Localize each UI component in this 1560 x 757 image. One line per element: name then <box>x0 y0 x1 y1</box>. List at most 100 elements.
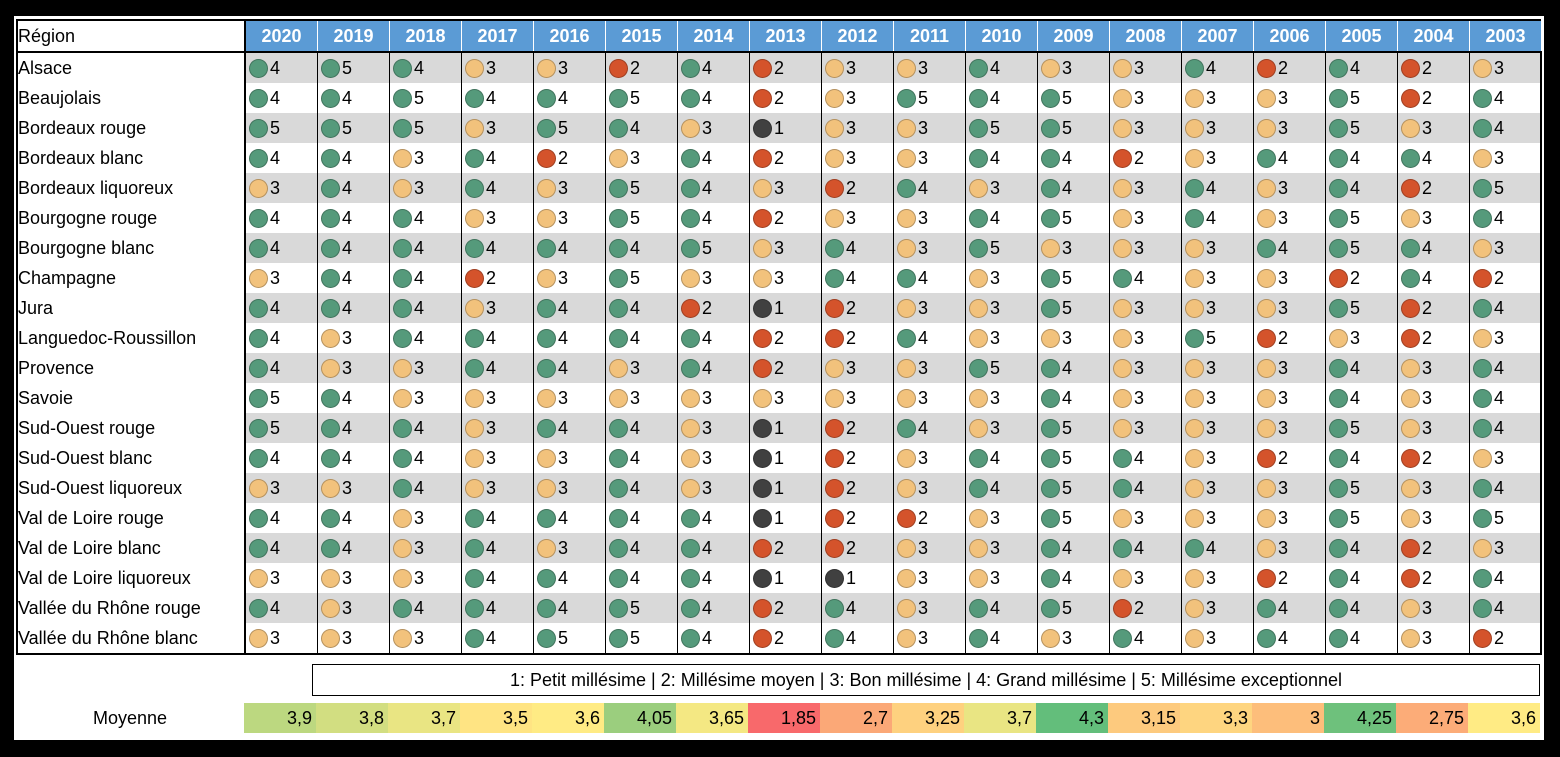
rating-circle-icon <box>1257 58 1276 78</box>
rating-value: 4 <box>342 387 353 408</box>
rating-circle-icon <box>1185 448 1204 468</box>
rating-value: 4 <box>1494 567 1505 588</box>
rating-value: 4 <box>1278 237 1289 258</box>
rating-cell: 5 <box>317 113 390 143</box>
rating-cell: 3 <box>893 473 966 503</box>
rating-value: 3 <box>1206 567 1217 588</box>
rating-circle-icon <box>537 118 556 138</box>
rating-value: 4 <box>270 447 281 468</box>
rating-circle-icon <box>1401 358 1420 378</box>
rating-value: 5 <box>414 87 425 108</box>
rating-value: 4 <box>270 87 281 108</box>
rating-circle-icon <box>1257 598 1276 618</box>
rating-cell: 3 <box>893 52 966 83</box>
rating-value: 4 <box>1494 417 1505 438</box>
rating-value: 4 <box>414 597 425 618</box>
rating-value: 4 <box>1062 147 1073 168</box>
rating-cell: 4 <box>1469 83 1542 113</box>
average-value: 3,25 <box>892 703 964 733</box>
rating-cell: 4 <box>244 353 318 383</box>
rating-value: 5 <box>1350 207 1361 228</box>
rating-circle-icon <box>465 58 484 78</box>
rating-circle-icon <box>393 208 412 228</box>
rating-value: 4 <box>1422 267 1433 288</box>
rating-cell: 4 <box>533 503 606 533</box>
rating-cell: 4 <box>317 143 390 173</box>
rating-circle-icon <box>393 238 412 258</box>
rating-value: 4 <box>1494 87 1505 108</box>
rating-value: 4 <box>270 237 281 258</box>
rating-value: 4 <box>1494 117 1505 138</box>
region-name: Val de Loire liquoreux <box>16 563 246 593</box>
rating-cell: 4 <box>389 52 462 83</box>
rating-value: 3 <box>1206 357 1217 378</box>
rating-cell: 3 <box>677 383 750 413</box>
rating-value: 4 <box>486 537 497 558</box>
rating-circle-icon <box>681 568 700 588</box>
rating-circle-icon <box>897 238 916 258</box>
rating-circle-icon <box>1113 88 1132 108</box>
rating-value: 3 <box>270 477 281 498</box>
rating-value: 3 <box>486 387 497 408</box>
rating-cell: 4 <box>1469 413 1542 443</box>
rating-value: 3 <box>558 447 569 468</box>
rating-circle-icon <box>321 598 340 618</box>
rating-value: 3 <box>630 357 641 378</box>
rating-cell: 2 <box>1397 83 1470 113</box>
rating-cell: 3 <box>1469 52 1542 83</box>
rating-circle-icon <box>1185 298 1204 318</box>
rating-circle-icon <box>537 538 556 558</box>
rating-cell: 1 <box>821 563 894 593</box>
rating-value: 5 <box>1062 267 1073 288</box>
rating-cell: 3 <box>893 563 966 593</box>
rating-cell: 4 <box>1037 173 1110 203</box>
rating-cell: 3 <box>1109 503 1182 533</box>
rating-value: 4 <box>270 147 281 168</box>
rating-circle-icon <box>1473 238 1492 258</box>
rating-cell: 5 <box>1325 203 1398 233</box>
rating-value: 3 <box>1278 387 1289 408</box>
rating-cell: 3 <box>461 203 534 233</box>
rating-circle-icon <box>537 358 556 378</box>
rating-value: 3 <box>990 177 1001 198</box>
rating-cell: 3 <box>1253 83 1326 113</box>
rating-cell: 2 <box>821 413 894 443</box>
rating-circle-icon <box>249 508 268 528</box>
rating-value: 3 <box>414 357 425 378</box>
rating-circle-icon <box>1257 148 1276 168</box>
rating-value: 3 <box>558 57 569 78</box>
rating-value: 4 <box>1062 537 1073 558</box>
rating-value: 2 <box>1134 597 1145 618</box>
rating-value: 3 <box>846 207 857 228</box>
rating-cell: 4 <box>1325 623 1398 655</box>
rating-circle-icon <box>537 238 556 258</box>
rating-cell: 3 <box>893 143 966 173</box>
rating-cell: 4 <box>605 233 678 263</box>
rating-circle-icon <box>1185 58 1204 78</box>
rating-circle-icon <box>1041 448 1060 468</box>
rating-cell: 5 <box>389 113 462 143</box>
rating-value: 3 <box>1278 297 1289 318</box>
rating-value: 3 <box>486 447 497 468</box>
rating-cell: 2 <box>821 323 894 353</box>
rating-value: 5 <box>1206 327 1217 348</box>
rating-cell: 4 <box>317 503 390 533</box>
rating-cell: 5 <box>389 83 462 113</box>
rating-cell: 3 <box>893 623 966 655</box>
rating-circle-icon <box>825 58 844 78</box>
rating-value: 5 <box>1062 597 1073 618</box>
rating-value: 4 <box>918 177 929 198</box>
rating-value: 3 <box>1134 387 1145 408</box>
rating-circle-icon <box>1185 238 1204 258</box>
region-name: Val de Loire rouge <box>16 503 246 533</box>
rating-circle-icon <box>1473 538 1492 558</box>
rating-circle-icon <box>465 88 484 108</box>
rating-circle-icon <box>609 598 628 618</box>
rating-circle-icon <box>1473 598 1492 618</box>
rating-circle-icon <box>393 328 412 348</box>
rating-cell: 3 <box>1109 413 1182 443</box>
rating-cell: 5 <box>1325 473 1398 503</box>
rating-circle-icon <box>969 208 988 228</box>
rating-value: 3 <box>1134 177 1145 198</box>
rating-value: 3 <box>1278 417 1289 438</box>
